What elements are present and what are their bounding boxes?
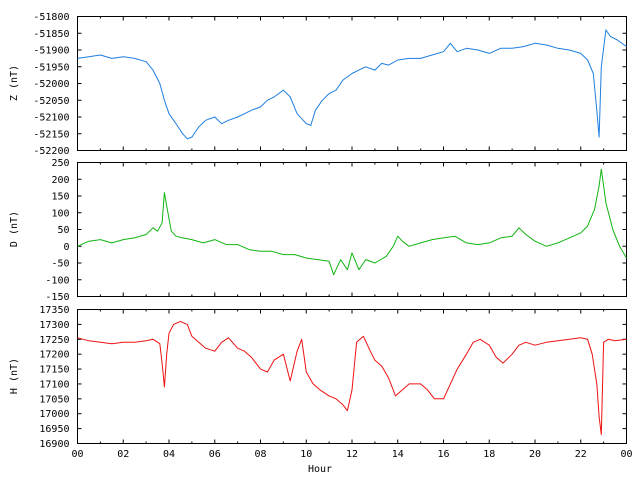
z-component-series-line [77, 29, 627, 140]
h-y-tick-label: 16950 [39, 424, 69, 435]
h-y-tick-label: 17300 [39, 320, 69, 331]
z-y-tick-label: -51800 [33, 12, 69, 23]
h-y-tick-label: 17350 [39, 305, 69, 316]
d-y-tick-label: 0 [63, 242, 69, 253]
h-x-axis-ticks [77, 309, 627, 444]
z-y-tick-label: -52100 [33, 113, 69, 124]
z-y-tick-label: -52000 [33, 79, 69, 90]
hour-tick-labels: 00 02 04 06 08 10 12 14 16 18 20 22 00 [71, 449, 632, 460]
h-y-tick-label: 17000 [39, 409, 69, 420]
hour-tick-label: 14 [392, 449, 404, 460]
x-axis-label: Hour [308, 464, 332, 475]
h-y-tick-label: 16900 [39, 439, 69, 450]
d-y-axis-ticks: 250 200 150 100 50 0 -50 -100 -150 [45, 158, 627, 303]
h-axis-label: H (nT) [9, 358, 20, 394]
d-y-tick-label: 100 [51, 208, 69, 219]
h-y-tick-label: 17050 [39, 394, 69, 405]
d-y-tick-label: -150 [45, 292, 69, 303]
d-y-tick-label: -100 [45, 275, 69, 286]
hour-tick-label: 12 [346, 449, 358, 460]
z-y-axis-ticks: -51800 -51850 -51900 -51950 -52000 -52050 -521… [33, 12, 627, 157]
d-x-axis-ticks [77, 162, 627, 297]
hour-tick-label: 10 [300, 449, 312, 460]
d-component-series-line [77, 168, 627, 276]
h-y-tick-label: 17200 [39, 350, 69, 361]
hour-tick-label: 16 [437, 449, 449, 460]
hour-tick-label: 02 [117, 449, 129, 460]
z-axis-label: Z (nT) [9, 65, 20, 101]
hour-tick-label: 18 [483, 449, 495, 460]
d-y-tick-label: 150 [51, 192, 69, 203]
h-component-panel: 17350 17300 17250 17200 17150 17100 17050 17000… [9, 305, 627, 450]
z-y-tick-label: -51850 [33, 29, 69, 40]
hour-tick-label: 08 [254, 449, 266, 460]
z-component-panel: -51800 -51850 -51900 -51950 -52000 -52050 -521… [9, 12, 627, 157]
z-y-tick-label: -51950 [33, 62, 69, 73]
hour-tick-label: 06 [209, 449, 221, 460]
hour-tick-label: 00 [71, 449, 83, 460]
d-y-tick-label: 50 [57, 225, 69, 236]
z-y-tick-label: -51900 [33, 46, 69, 57]
h-y-tick-label: 17250 [39, 335, 69, 346]
hour-tick-label: 22 [575, 449, 587, 460]
hour-tick-label: 20 [529, 449, 541, 460]
hour-tick-label: 00 [620, 449, 632, 460]
d-y-tick-label: 200 [51, 175, 69, 186]
h-y-tick-label: 17150 [39, 365, 69, 376]
d-component-panel: 250 200 150 100 50 0 -50 -100 -150 D (nT) [9, 158, 627, 303]
d-y-tick-label: -50 [51, 259, 69, 270]
z-y-tick-label: -52050 [33, 96, 69, 107]
h-y-tick-label: 17100 [39, 379, 69, 390]
h-y-axis-ticks: 17350 17300 17250 17200 17150 17100 17050 17000… [39, 305, 627, 450]
z-y-tick-label: -52200 [33, 146, 69, 157]
h-component-series-line [77, 320, 627, 436]
hour-tick-label: 04 [163, 449, 175, 460]
z-y-tick-label: -52150 [33, 129, 69, 140]
d-y-tick-label: 250 [51, 158, 69, 169]
z-x-axis-ticks [77, 16, 627, 151]
d-axis-label: D (nT) [9, 211, 20, 247]
